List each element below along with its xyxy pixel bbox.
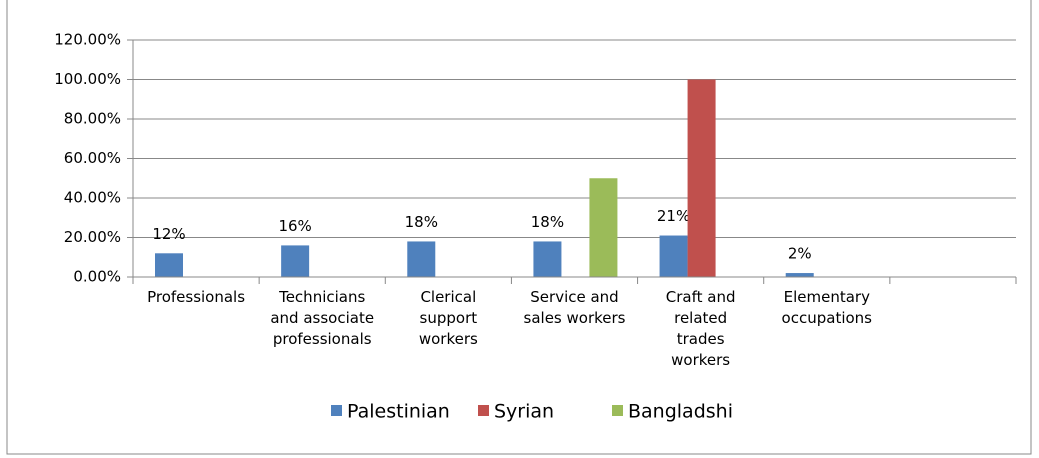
- legend-swatch: [331, 405, 342, 416]
- bar: [687, 79, 716, 277]
- x-label-box: Elementary occupations: [781, 288, 872, 327]
- legend-swatch: [612, 405, 623, 416]
- y-tick-label: 60.00%: [64, 149, 121, 167]
- x-label-box: Technicians and associate professionals: [270, 288, 375, 348]
- data-label: 18%: [531, 213, 564, 231]
- legend-label: Bangladshi: [628, 401, 733, 423]
- x-tick-label: Clerical support workers: [418, 288, 478, 348]
- data-label: 21%: [657, 207, 690, 225]
- data-label: 12%: [152, 225, 185, 243]
- y-tick-label: 0.00%: [73, 268, 121, 286]
- bar: [155, 253, 183, 277]
- data-label: 2%: [788, 245, 812, 263]
- chart-frame: [6, 0, 1032, 455]
- bar: [533, 241, 562, 277]
- y-tick-label: 20.00%: [64, 228, 121, 246]
- x-tick-label: Service and sales workers: [523, 288, 626, 327]
- x-tick-label: Elementary occupations: [781, 288, 872, 327]
- data-label: 16%: [278, 217, 311, 235]
- data-label: 18%: [405, 213, 438, 231]
- bar: [785, 273, 814, 277]
- x-tick-label: Craft and related trades workers: [665, 288, 736, 367]
- x-label-box: Professionals: [147, 288, 246, 306]
- legend-label: Palestinian: [347, 401, 450, 423]
- legend-swatch: [478, 405, 489, 416]
- bar: [281, 245, 310, 277]
- x-label-box: Clerical support workers: [418, 288, 478, 348]
- x-label-box: Craft and related trades workers: [665, 288, 736, 367]
- bar: [589, 178, 618, 277]
- bar: [407, 241, 436, 277]
- y-tick-label: 100.00%: [54, 70, 121, 88]
- legend-label: Syrian: [494, 401, 554, 423]
- x-label-box: Service and sales workers: [523, 288, 626, 327]
- y-tick-label: 80.00%: [64, 110, 121, 128]
- x-tick-label: Professionals: [147, 288, 246, 306]
- bar: [659, 235, 688, 277]
- y-tick-label: 120.00%: [54, 31, 121, 49]
- y-tick-label: 40.00%: [64, 189, 121, 207]
- x-tick-label: Technicians and associate professionals: [270, 288, 375, 348]
